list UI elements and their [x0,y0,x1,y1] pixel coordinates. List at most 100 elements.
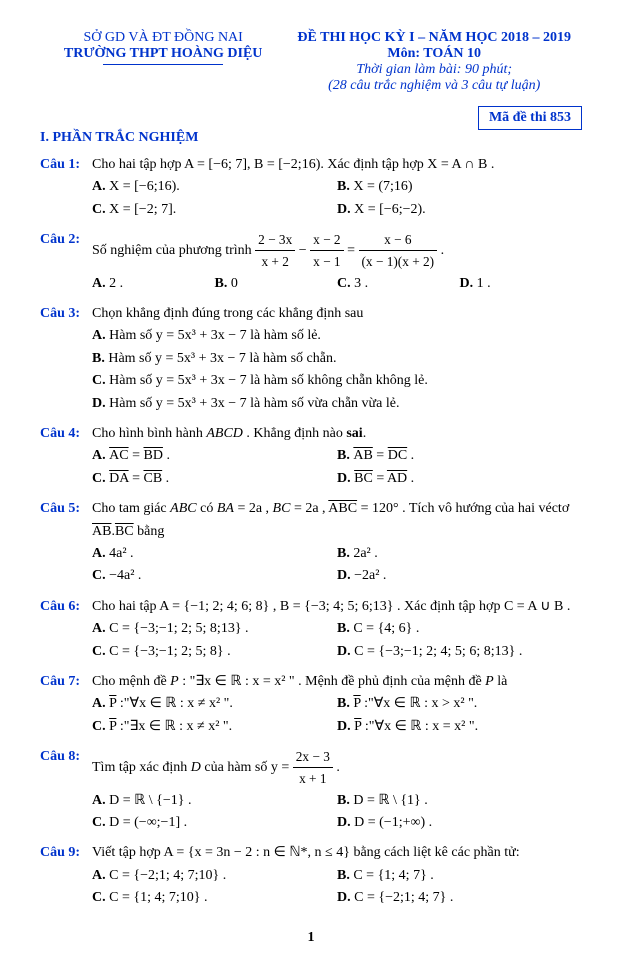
question: Câu 9:Viết tập hợp A = {x = 3n − 2 : n ∈… [40,842,582,909]
option-label: D. [337,644,354,659]
time-line: Thời gian làm bài: 90 phút; [286,62,582,78]
question: Câu 4:Cho hình bình hành ABCD . Khẳng đị… [40,423,582,490]
option-label: D. [460,276,477,291]
question: Câu 6:Cho hai tập A = {−1; 2; 4; 6; 8} ,… [40,596,582,663]
header-left: SỞ GD VÀ ĐT ĐỒNG NAI TRƯỜNG THPT HOÀNG D… [40,30,286,94]
option-text: 1 . [477,276,491,291]
question-label: Câu 5: [40,498,92,520]
question-row: Câu 7:Cho mệnh đề P : "∃x ∈ ℝ : x = x² "… [40,671,582,693]
option: B. C = {4; 6} . [337,618,582,640]
option-label: A. [92,868,109,883]
option-text: P :"∀x ∈ ℝ : x > x² ". [353,696,477,711]
header-right: ĐỀ THI HỌC KỲ I – NĂM HỌC 2018 – 2019 Mô… [286,30,582,94]
option: C. DA = CB . [92,468,337,490]
question-row: Câu 3:Chọn khẳng định đúng trong các khẳ… [40,303,582,325]
question-row: Câu 9:Viết tập hợp A = {x = 3n − 2 : n ∈… [40,842,582,864]
option-label: B. [337,621,353,636]
question-label: Câu 6: [40,596,92,618]
option-label: B. [337,179,353,194]
question: Câu 7:Cho mệnh đề P : "∃x ∈ ℝ : x = x² "… [40,671,582,738]
option: A. C = {−3;−1; 2; 5; 8;13} . [92,618,337,640]
option: D. −2a² . [337,565,582,587]
option: B. C = {1; 4; 7} . [337,865,582,887]
question-body: Số nghiệm của phương trình 2 − 3xx + 2 −… [92,229,582,273]
option: A. 2 . [92,273,215,295]
option-label: A. [92,179,109,194]
option-label: C. [92,471,109,486]
option: D. D = (−1;+∞) . [337,812,582,834]
option-label: A. [92,276,109,291]
option-text: C = {−3;−1; 2; 5; 8} . [109,644,231,659]
option-label: C. [92,373,109,388]
option: D. C = {−2;1; 4; 7} . [337,887,582,909]
option-label: A. [92,448,109,463]
option-text: C = {−3;−1; 2; 4; 5; 6; 8;13} . [354,644,522,659]
option-text: X = (7;16) [353,179,412,194]
options: A. Hàm số y = 5x³ + 3x − 7 là hàm số lẻ.… [92,325,582,415]
option-label: A. [92,793,109,808]
option-label: D. [92,396,109,411]
option-label: B. [92,351,108,366]
exam-title: ĐỀ THI HỌC KỲ I – NĂM HỌC 2018 – 2019 [286,30,582,46]
option: C. Hàm số y = 5x³ + 3x − 7 là hàm số khô… [92,370,582,392]
option: A. X = [−6;16). [92,176,337,198]
options: A. X = [−6;16).B. X = (7;16)C. X = [−2; … [92,176,582,221]
question-label: Câu 2: [40,229,92,251]
question-body: Cho hai tập A = {−1; 2; 4; 6; 8} , B = {… [92,596,582,618]
school-line: TRƯỜNG THPT HOÀNG DIỆU [40,46,286,62]
document-header: SỞ GD VÀ ĐT ĐỒNG NAI TRƯỜNG THPT HOÀNG D… [40,30,582,94]
option: B. X = (7;16) [337,176,582,198]
option-text: D = (−∞;−1] . [109,815,187,830]
section-title: I. PHẦN TRẮC NGHIỆM [40,130,582,146]
option: D. X = [−6;−2). [337,199,582,221]
option-text: Hàm số y = 5x³ + 3x − 7 là hàm số chẵn. [108,351,336,366]
option: B. AB = DC . [337,445,582,467]
option-text: −2a² . [354,568,386,583]
option: B. P :"∀x ∈ ℝ : x > x² ". [337,693,582,715]
option-text: D = ℝ \ {1} . [353,793,427,808]
option-label: D. [337,471,354,486]
option-label: B. [337,868,353,883]
option-label: C. [92,890,109,905]
option-text: C = {1; 4; 7;10} . [109,890,207,905]
option-label: B. [337,448,353,463]
option-label: B. [215,276,231,291]
option: A. C = {−2;1; 4; 7;10} . [92,865,337,887]
option-text: 4a² . [109,546,133,561]
options: A. P :"∀x ∈ ℝ : x ≠ x² ". B. P :"∀x ∈ ℝ :… [92,693,582,738]
option: C. D = (−∞;−1] . [92,812,337,834]
option-text: C = {−3;−1; 2; 5; 8;13} . [109,621,248,636]
option: C. C = {−3;−1; 2; 5; 8} . [92,641,337,663]
option-text: D = (−1;+∞) . [354,815,432,830]
option-label: A. [92,546,109,561]
option-text: 2 . [109,276,123,291]
option-text: P :"∀x ∈ ℝ : x = x² ". [354,719,478,734]
question: Câu 1:Cho hai tập hợp A = [−6; 7], B = [… [40,154,582,221]
question-body: Cho hình bình hành ABCD . Khẳng định nào… [92,423,582,445]
option: B. D = ℝ \ {1} . [337,790,582,812]
option: D. C = {−3;−1; 2; 4; 5; 6; 8;13} . [337,641,582,663]
question-body: Tìm tập xác định D của hàm số y = 2x − 3… [92,746,582,790]
option-text: 3 . [354,276,368,291]
option: C. X = [−2; 7]. [92,199,337,221]
option: C. 3 . [337,273,460,295]
option-text: P :"∀x ∈ ℝ : x ≠ x² ". [109,696,233,711]
option-label: D. [337,890,354,905]
question-label: Câu 8: [40,746,92,768]
option-text: Hàm số y = 5x³ + 3x − 7 là hàm số vừa ch… [109,396,399,411]
option-text: D = ℝ \ {−1} . [109,793,191,808]
option-label: A. [92,696,109,711]
question-body: Cho tam giác ABC có BA = 2a , BC = 2a , … [92,498,582,543]
count-line: (28 câu trắc nghiệm và 3 câu tự luận) [286,78,582,94]
question: Câu 8:Tìm tập xác định D của hàm số y = … [40,746,582,834]
question: Câu 3:Chọn khẳng định đúng trong các khẳ… [40,303,582,415]
options: A. C = {−3;−1; 2; 5; 8;13} .B. C = {4; 6… [92,618,582,663]
question-body: Cho mệnh đề P : "∃x ∈ ℝ : x = x² " . Mện… [92,671,582,693]
option-label: D. [337,815,354,830]
question-label: Câu 7: [40,671,92,693]
option: B. 0 [215,273,338,295]
question-row: Câu 8:Tìm tập xác định D của hàm số y = … [40,746,582,790]
question: Câu 2:Số nghiệm của phương trình 2 − 3xx… [40,229,582,295]
question-row: Câu 6:Cho hai tập A = {−1; 2; 4; 6; 8} ,… [40,596,582,618]
option-text: Hàm số y = 5x³ + 3x − 7 là hàm số lẻ. [109,328,321,343]
